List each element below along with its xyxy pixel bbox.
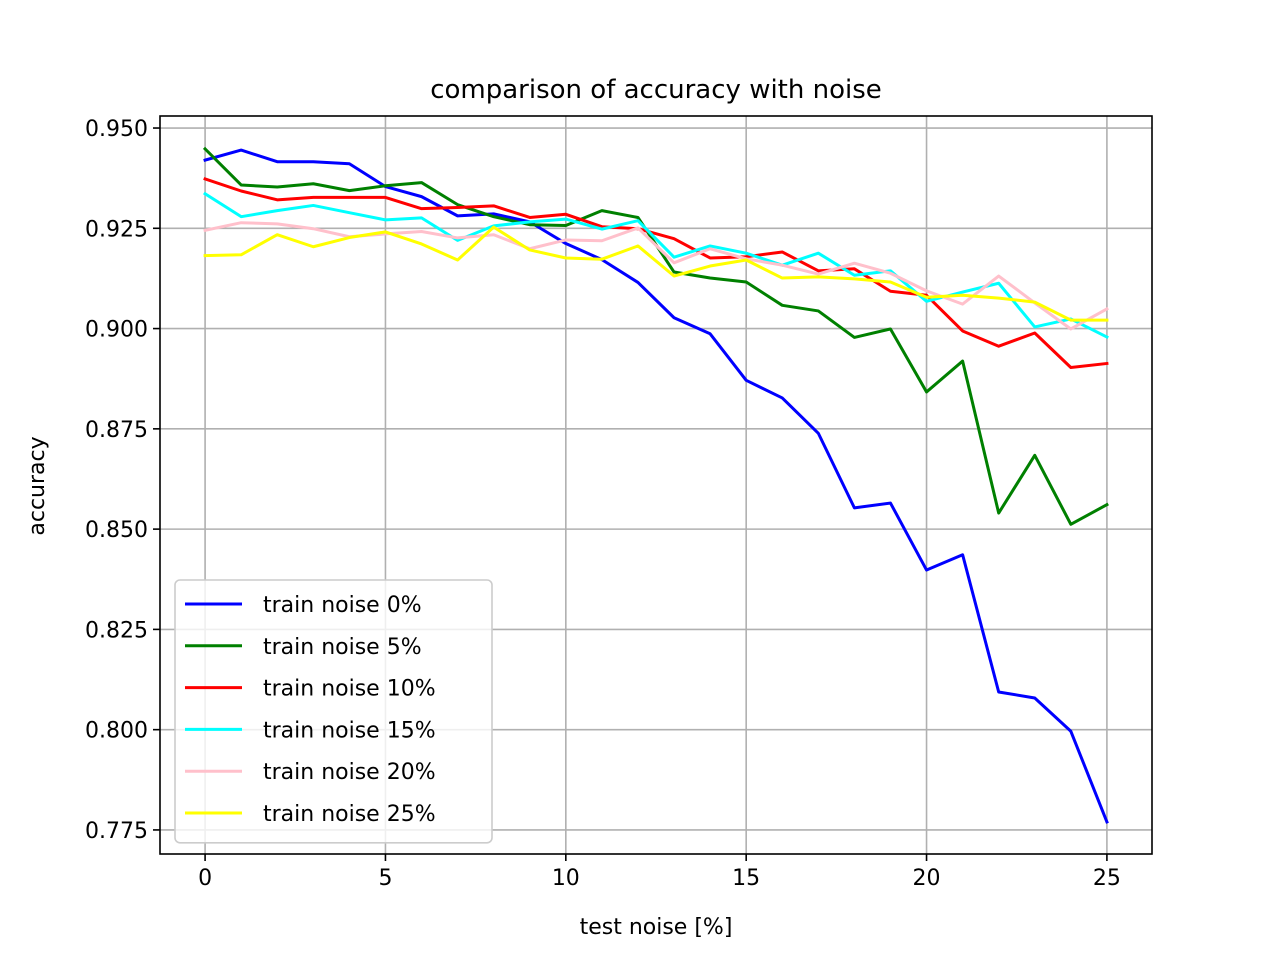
series-line-5: [203, 225, 1109, 322]
series-line-2: [203, 177, 1109, 369]
series-line-3: [203, 191, 1109, 340]
chart-title: comparison of accuracy with noise: [430, 75, 882, 105]
y-axis-label: accuracy: [25, 436, 50, 535]
x-tick-label: 5: [378, 866, 392, 891]
y-tick-label: 0.775: [85, 819, 148, 844]
legend-label: train noise 0%: [263, 593, 422, 618]
x-tick-label: 10: [552, 866, 580, 891]
axis-ticks: 0 5 10 15 20 25 0.775 0.800 0.825 0.850 0.875 0.900…: [85, 117, 1121, 891]
y-tick-label: 0.800: [85, 719, 148, 744]
y-tick-label: 0.850: [85, 518, 148, 543]
x-tick-label: 25: [1093, 866, 1121, 891]
series-lines: [202, 146, 1109, 824]
x-tick-label: 20: [913, 866, 941, 891]
series-line-0: [203, 148, 1109, 824]
y-tick-label: 0.950: [85, 117, 148, 142]
y-tick-label: 0.825: [85, 618, 148, 643]
y-tick-label: 0.875: [85, 418, 148, 443]
legend-label: train noise 25%: [263, 802, 436, 827]
plot-frame: [159, 115, 1153, 855]
x-tick-label: 0: [198, 866, 212, 891]
x-tick-label: 15: [732, 866, 760, 891]
legend-box: [174, 579, 493, 844]
y-tick-label: 0.900: [85, 318, 148, 343]
y-tick-label: 0.925: [85, 217, 148, 242]
legend-label: train noise 15%: [263, 718, 436, 743]
legend-label: train noise 10%: [263, 677, 436, 702]
legend: train noise 0% train noise 5% train noise …: [174, 579, 493, 844]
legend-label: train noise 20%: [263, 760, 436, 785]
legend-label: train noise 5%: [263, 635, 422, 660]
x-axis-label: test noise [%]: [580, 915, 733, 940]
